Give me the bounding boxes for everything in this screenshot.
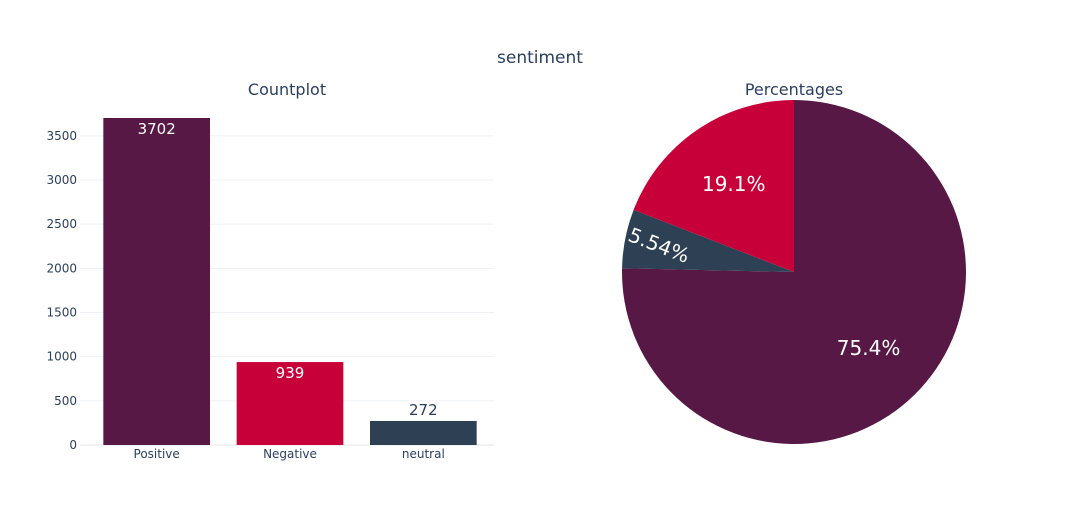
pie-slice [633,100,794,272]
bar-chart-bars [103,118,477,445]
pie-slice-label: 19.1% [702,172,766,196]
pie-chart-title: Percentages [745,80,843,99]
bar-data-label: 3702 [138,120,176,138]
bar-chart-y-tick-label: 1500 [46,306,77,320]
bar-chart-title: Countplot [248,80,326,99]
bar-neutral [370,420,477,445]
bar-negative [236,362,344,445]
bar-chart-x-ticks: Positive Negative neutral [134,447,445,461]
bar-positive [103,118,210,445]
bar-chart-y-tick-label: 2500 [46,217,77,231]
bar-chart-data-labels: 3702 939 272 [138,120,438,419]
bar-chart-y-tick-label: 3500 [46,129,77,143]
bar-chart-y-tick-label: 500 [54,394,77,408]
bar-chart-x-tick-label: neutral [402,447,445,461]
bar-chart: Countplot 0 500 1000 1500 2000 2500 3000 3500 P… [46,80,494,461]
bar-chart-x-tick-label: Negative [263,447,317,461]
figure-title: sentiment [497,48,583,68]
bar-data-label: 272 [409,401,438,419]
bar-chart-x-tick-label: Positive [134,447,180,461]
bar-chart-y-tick-label: 0 [69,438,77,452]
pie-slice-label: 75.4% [837,336,901,360]
bar-chart-y-ticks: 0 500 1000 1500 2000 2500 3000 3500 [46,129,77,452]
pie-chart: Percentages 75.4%5.54%19.1% [622,80,966,444]
pie-slice [622,209,794,272]
bar-chart-y-tick-label: 1000 [46,350,77,364]
pie-chart-slices [622,100,966,444]
bar-data-label: 939 [276,364,305,382]
bar-chart-y-tick-label: 3000 [46,173,77,187]
bar-chart-y-tick-label: 2000 [46,261,77,275]
